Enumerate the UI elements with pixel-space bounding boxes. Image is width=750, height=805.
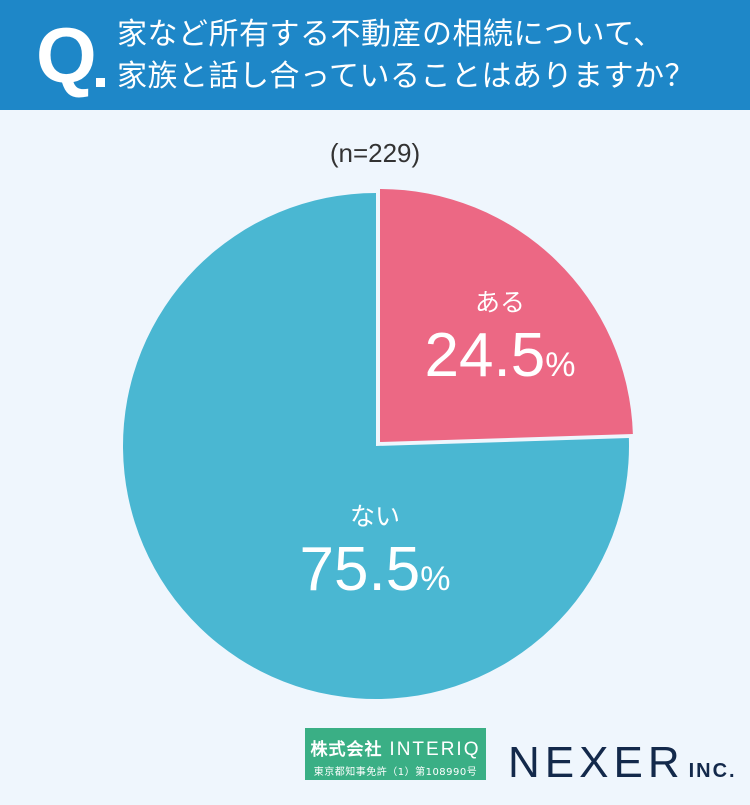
pie-slice-no — [123, 193, 629, 700]
nexer-suffix: INC. — [688, 760, 737, 782]
interiq-company-jp: 株式会社 — [310, 740, 383, 760]
interiq-license: 東京都知事免許（1）第108990号 — [313, 767, 478, 778]
q-mark: Q — [36, 11, 97, 99]
sample-size: (n=229) — [329, 138, 421, 168]
label-yes-value: 24.5 — [424, 321, 546, 390]
label-no: ない 75.5% — [275, 497, 475, 601]
pie-slice-yes — [380, 189, 633, 442]
label-no-category: ない — [349, 502, 400, 531]
label-no-value: 75.5 — [299, 535, 421, 604]
interiq-company-en: INTERIQ — [389, 739, 481, 760]
nexer-logo: NEXER INC. — [508, 738, 737, 788]
question-line-1: 家など所有する不動産の相続について、 — [117, 17, 664, 52]
question-header: Q 家など所有する不動産の相続について、 家族と話し合っていることはありますか？ — [0, 0, 750, 110]
question-line-2: 家族と話し合っていることはありますか？ — [117, 59, 695, 94]
label-yes-category: ある — [474, 288, 525, 317]
nexer-name: NEXER — [508, 738, 685, 787]
interiq-logo: 株式会社 INTERIQ 東京都知事免許（1）第108990号 — [305, 728, 486, 780]
q-dot — [96, 78, 105, 87]
label-yes-unit: % — [545, 346, 576, 384]
question-text: 家など所有する不動産の相続について、 家族と話し合っていることはありますか？ — [117, 14, 695, 98]
label-no-unit: % — [420, 560, 451, 598]
label-yes: ある 24.5% — [400, 283, 600, 387]
